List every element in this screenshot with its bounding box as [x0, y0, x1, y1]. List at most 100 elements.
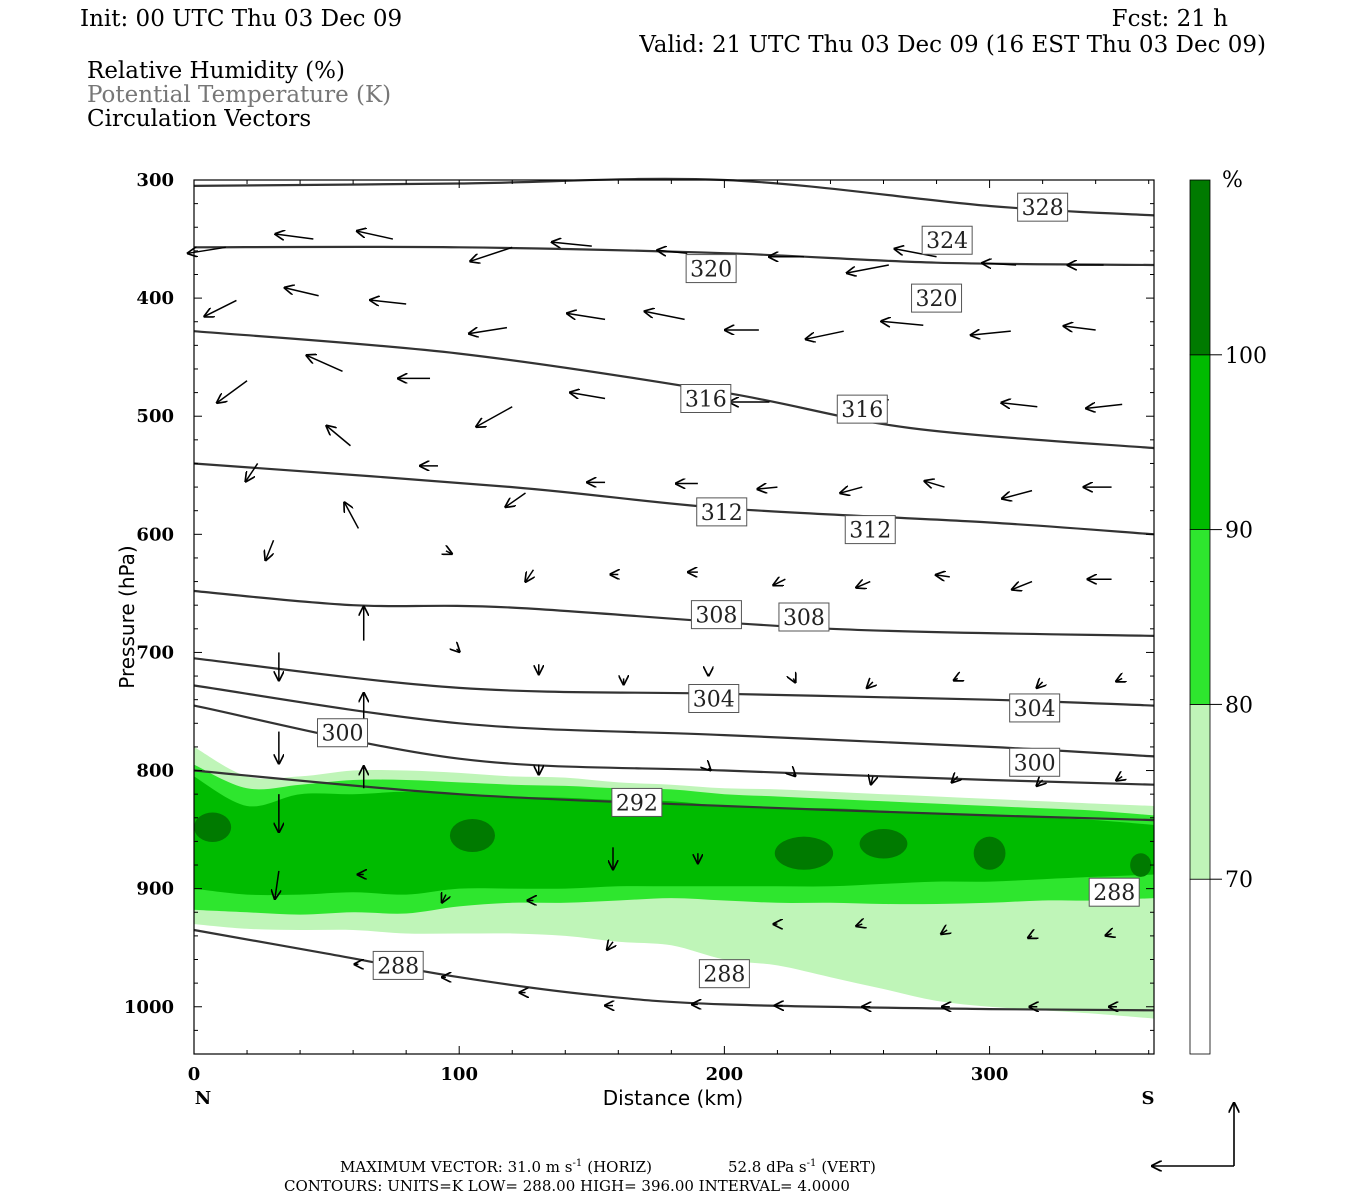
- circulation-vector-7: [847, 264, 889, 273]
- circulation-vector-49: [856, 582, 871, 588]
- init-time: Init: 00 UTC Thu 03 Dec 09: [80, 6, 402, 32]
- circulation-vector-38: [840, 487, 863, 493]
- max-vector-text: MAXIMUM VECTOR: 31.0 m s-1 (HORIZ) 52.8 dP…: [340, 1158, 876, 1176]
- circulation-vector-26: [570, 393, 606, 399]
- circulation-vector-18: [806, 330, 844, 339]
- theta-contour-9: [193, 928, 1155, 1012]
- contour-label-3: 320: [916, 287, 958, 312]
- contour-label-1: 324: [926, 229, 968, 254]
- field-theta: Potential Temperature (K): [87, 82, 391, 108]
- contour-label-box-11: [1009, 693, 1061, 723]
- theta-contour-4: [193, 589, 1155, 637]
- rh-band-90: [194, 776, 1154, 896]
- circulation-vector-75: [275, 870, 279, 899]
- field-vectors: Circulation Vectors: [87, 106, 311, 132]
- colorbar-unit: %: [1222, 168, 1243, 193]
- contour-label-box-12: [317, 718, 369, 748]
- circulation-vector-55: [457, 649, 460, 652]
- forecast-hour: Fcst: 21 h: [1112, 6, 1229, 32]
- contour-label-7: 312: [849, 519, 891, 544]
- circulation-vector-34: [505, 492, 526, 507]
- circulation-vector-86: [607, 942, 613, 950]
- contour-label-box-16: [372, 950, 424, 980]
- circulation-vector-68: [793, 774, 795, 776]
- rh-patch-100-5: [1130, 853, 1152, 877]
- y-tick-label-4: 700: [136, 642, 174, 663]
- circulation-vector-50: [936, 575, 950, 577]
- circulation-vector-63: [1116, 678, 1122, 681]
- circulation-vector-37: [757, 487, 778, 489]
- rh-patch-100-4: [973, 836, 1006, 870]
- circulation-vector-48: [773, 579, 786, 585]
- circulation-vector-31: [246, 463, 259, 481]
- circulation-vector-77: [442, 895, 446, 903]
- circulation-vector-83: [941, 930, 947, 934]
- rh-shading: [194, 746, 1154, 1019]
- circulation-vector-9: [982, 263, 1017, 265]
- contour-label-4: 316: [685, 388, 727, 413]
- circulation-vector-4: [552, 242, 592, 246]
- y-tick-label-7: 1000: [124, 997, 174, 1018]
- y-tick-label-5: 800: [136, 761, 174, 782]
- circulation-vector-20: [971, 331, 1011, 335]
- circulation-vector-61: [954, 678, 958, 680]
- colorbar-label-2: 90: [1225, 519, 1253, 544]
- circulation-vector-42: [266, 539, 275, 560]
- circulation-vector-39: [924, 481, 945, 487]
- contour-label-box-14: [611, 787, 663, 817]
- reference-vector-icon: [1152, 1103, 1234, 1166]
- theta-contour-1: [193, 245, 1155, 267]
- circulation-vector-22: [217, 380, 248, 403]
- circulation-vector-62: [1037, 682, 1043, 688]
- y-tick-label-3: 600: [136, 524, 174, 545]
- contour-label-box-6: [696, 497, 748, 527]
- plot-frame: [193, 179, 1155, 1055]
- circulation-vector-40: [1002, 489, 1033, 499]
- rh-patch-100-2: [774, 836, 834, 870]
- rh-patch-100-3: [859, 829, 908, 859]
- circulation-vector-69: [871, 776, 873, 784]
- contour-label-box-10: [688, 683, 740, 713]
- contour-label-box-0: [1017, 192, 1069, 222]
- circulation-vector-2: [357, 231, 394, 240]
- circulation-vector-44: [446, 551, 452, 554]
- circulation-vector-60: [867, 682, 873, 688]
- axes: 300 400 500 600 700 800 900 1000 0 100 200 300: [124, 170, 1154, 1085]
- rh-patch-100-1: [194, 812, 232, 842]
- colorbar-segment-4: [1189, 179, 1211, 356]
- contour-label-box-5: [836, 394, 888, 424]
- contour-label-10: 304: [693, 687, 735, 712]
- contour-label-box-4: [680, 384, 732, 413]
- colorbar-label-1: 80: [1225, 693, 1253, 718]
- theta-contour-2: [193, 330, 1155, 450]
- circulation-vector-71: [1037, 780, 1043, 786]
- circulation-vector-16: [645, 311, 685, 321]
- colorbar-segment-0: [1189, 878, 1211, 1055]
- contour-label-box-7: [844, 515, 896, 545]
- circulation-vector-12: [285, 288, 319, 297]
- rh-patch-100-0: [449, 818, 495, 853]
- circulation-vector-45: [525, 569, 533, 582]
- circulation-vector-29: [1001, 403, 1038, 407]
- contour-label-14: 292: [616, 791, 658, 816]
- y-tick-label-0: 300: [136, 170, 174, 191]
- valid-time: Valid: 21 UTC Thu 03 Dec 09 (16 EST Thu …: [638, 32, 1266, 58]
- contour-label-box-8: [690, 600, 742, 630]
- circulation-vector-23: [307, 355, 343, 373]
- colorbar-label-0: 70: [1225, 868, 1253, 893]
- circulation-vector-11: [204, 299, 237, 316]
- x-end-label-north: N: [195, 1088, 211, 1109]
- colorbar: 70 80 90 100: [1189, 179, 1267, 1055]
- x-axis-label: Distance (km): [603, 1086, 743, 1110]
- contour-label-13: 300: [1014, 751, 1056, 776]
- circulation-vector-82: [856, 924, 862, 926]
- contour-label-box-3: [911, 283, 963, 313]
- circulation-vector-3: [470, 246, 513, 261]
- circulation-vector-14: [469, 326, 508, 334]
- contour-label-6: 312: [701, 501, 743, 526]
- circulation-vector-72: [1116, 776, 1122, 780]
- colorbar-label-3: 100: [1225, 344, 1267, 369]
- circulation-vector-59: [793, 678, 795, 682]
- contour-label-8: 308: [695, 604, 737, 629]
